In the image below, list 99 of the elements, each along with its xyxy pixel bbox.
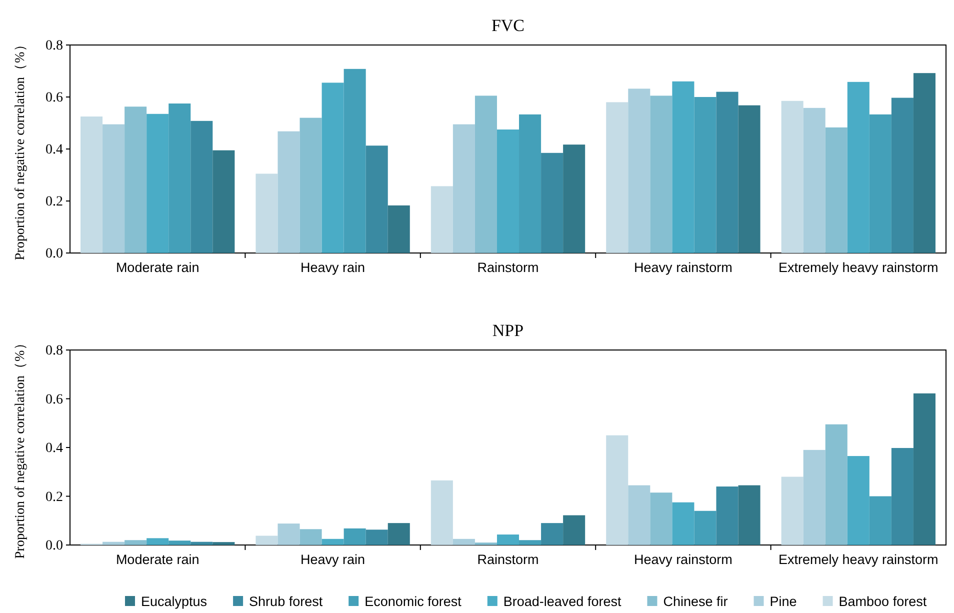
bar [212,542,235,545]
bar [606,102,628,253]
bar [366,146,388,253]
bar [563,144,586,253]
bar [146,538,169,545]
bar [256,174,278,253]
bar [388,523,410,545]
bar [168,104,191,253]
x-tick-label: Heavy rain [300,552,366,567]
bar [124,540,147,545]
bar [80,116,103,253]
bar [913,73,936,253]
bar [716,92,738,253]
x-tick-label: Heavy rainstorm [634,260,732,275]
x-tick-label: Heavy rainstorm [634,552,732,567]
bar [190,120,213,253]
bar [650,96,672,253]
y-tick-label: 0.2 [46,490,63,505]
bar [891,98,914,253]
bar [891,448,914,545]
bar [278,131,300,253]
bar [825,424,848,545]
y-tick-label: 0.0 [46,246,63,262]
legend-label: Shrub forest [249,594,323,609]
bar [322,82,344,253]
y-tick-label: 0.6 [46,90,63,106]
bar [168,540,191,545]
legend-label: Broad-leaved forest [503,594,622,609]
bar [628,485,650,545]
y-tick-label: 0.4 [46,142,63,158]
y-axis-title: Proportion of negative correlation（%） [12,336,27,559]
bar [650,492,672,545]
y-axis-title: Proportion of negative correlation（%） [12,38,27,260]
bar [102,542,125,545]
y-tick-label: 0.0 [46,538,63,554]
bar [869,114,892,253]
bar [146,114,169,253]
bar [694,510,716,545]
bar [628,88,650,253]
legend-label: Chinese fir [663,594,728,609]
bar [430,480,453,545]
bar [738,485,760,545]
bar [474,96,497,253]
bar [825,127,848,253]
chart-title: NPP [492,321,524,340]
bar [738,105,760,253]
bar [496,534,520,545]
bar [278,524,300,545]
bar [212,150,235,253]
x-tick-label: Rainstorm [477,552,539,567]
x-tick-label: Moderate rain [116,260,200,275]
x-tick-label: Extremely heavy rainstorm [778,552,938,567]
bar [541,152,564,253]
bar [102,124,125,253]
y-tick-label: 0.8 [46,38,63,54]
bar [606,435,628,545]
bar [344,68,366,253]
x-tick-label: Extremely heavy rainstorm [778,260,938,275]
bar [452,124,475,253]
y-tick-label: 0.6 [46,392,63,408]
bar [366,530,388,545]
bar [519,114,542,253]
legend-label: Economic forest [364,594,462,609]
bar [913,393,936,545]
bar [563,515,586,545]
chart-title: FVC [491,16,525,35]
bar [803,450,826,545]
bar [672,81,694,253]
bar [344,528,366,545]
bar [322,538,344,545]
x-tick-label: Rainstorm [477,260,539,275]
bar [190,542,213,545]
y-tick-label: 0.8 [46,344,63,358]
y-tick-label: 0.2 [46,194,63,210]
bar [388,205,410,253]
bar [847,456,870,545]
bar [541,523,564,545]
bar [124,106,147,253]
bar [781,476,804,545]
bar [300,529,322,545]
bar [694,97,716,253]
bar [430,186,453,253]
bar [847,82,870,253]
legend-label: Pine [770,594,797,609]
bar [452,538,475,545]
bar [869,496,892,545]
bar [803,108,826,253]
x-tick-label: Moderate rain [116,552,200,567]
bar [672,502,694,545]
legend-label: Bamboo forest [838,594,927,609]
bar [300,118,322,253]
bar [496,130,520,253]
x-tick-label: Heavy rain [300,260,366,275]
y-tick-label: 0.4 [46,441,63,456]
bar [781,100,804,253]
bar [716,486,738,545]
legend-label: Eucalyptus [141,594,208,609]
bar [519,540,542,545]
bar [256,536,278,545]
